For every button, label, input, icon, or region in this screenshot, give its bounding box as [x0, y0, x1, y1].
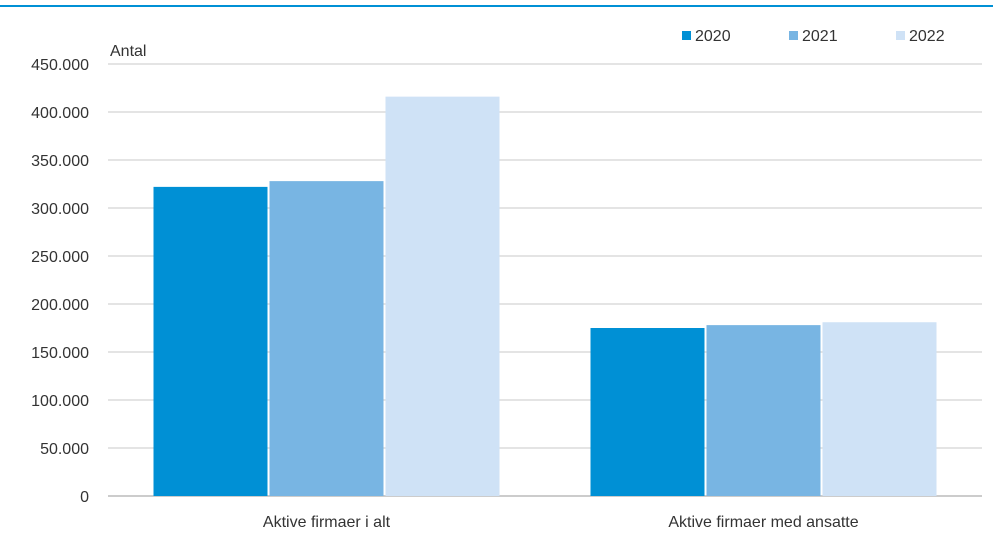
y-tick-label: 450.000: [31, 57, 89, 74]
y-tick-label: 250.000: [31, 249, 89, 266]
bar-2021-0: [269, 181, 384, 496]
y-axis-label: Antal: [110, 43, 146, 60]
x-axis-categories: Aktive firmaer i alt Aktive firmaer med a…: [263, 514, 859, 531]
y-tick-label: 100.000: [31, 393, 89, 410]
bar-2021-1: [706, 325, 821, 496]
x-category-label: Aktive firmaer med ansatte: [668, 514, 858, 531]
legend-label-2020: 2020: [695, 28, 731, 45]
bar-2022-1: [822, 322, 937, 496]
x-category-label: Aktive firmaer i alt: [263, 514, 391, 531]
y-tick-label: 400.000: [31, 105, 89, 122]
legend-label-2021: 2021: [802, 28, 838, 45]
legend-swatch-2022: [896, 31, 905, 40]
bar-2022-0: [385, 96, 500, 496]
legend-swatch-2021: [789, 31, 798, 40]
legend: 2020 2021 2022: [682, 28, 945, 45]
y-tick-label: 150.000: [31, 345, 89, 362]
bar-2020-0: [153, 186, 268, 496]
bars: [153, 96, 937, 496]
y-tick-label: 50.000: [40, 441, 89, 458]
top-accent-line: [0, 5, 993, 7]
y-tick-label: 200.000: [31, 297, 89, 314]
y-tick-label: 0: [80, 489, 89, 506]
y-tick-label: 300.000: [31, 201, 89, 218]
legend-label-2022: 2022: [909, 28, 945, 45]
bar-2020-1: [590, 328, 705, 496]
y-axis-ticks: 0 50.000 100.000 150.000 200.000 250.000 300.0…: [31, 57, 89, 506]
y-tick-label: 350.000: [31, 153, 89, 170]
legend-swatch-2020: [682, 31, 691, 40]
